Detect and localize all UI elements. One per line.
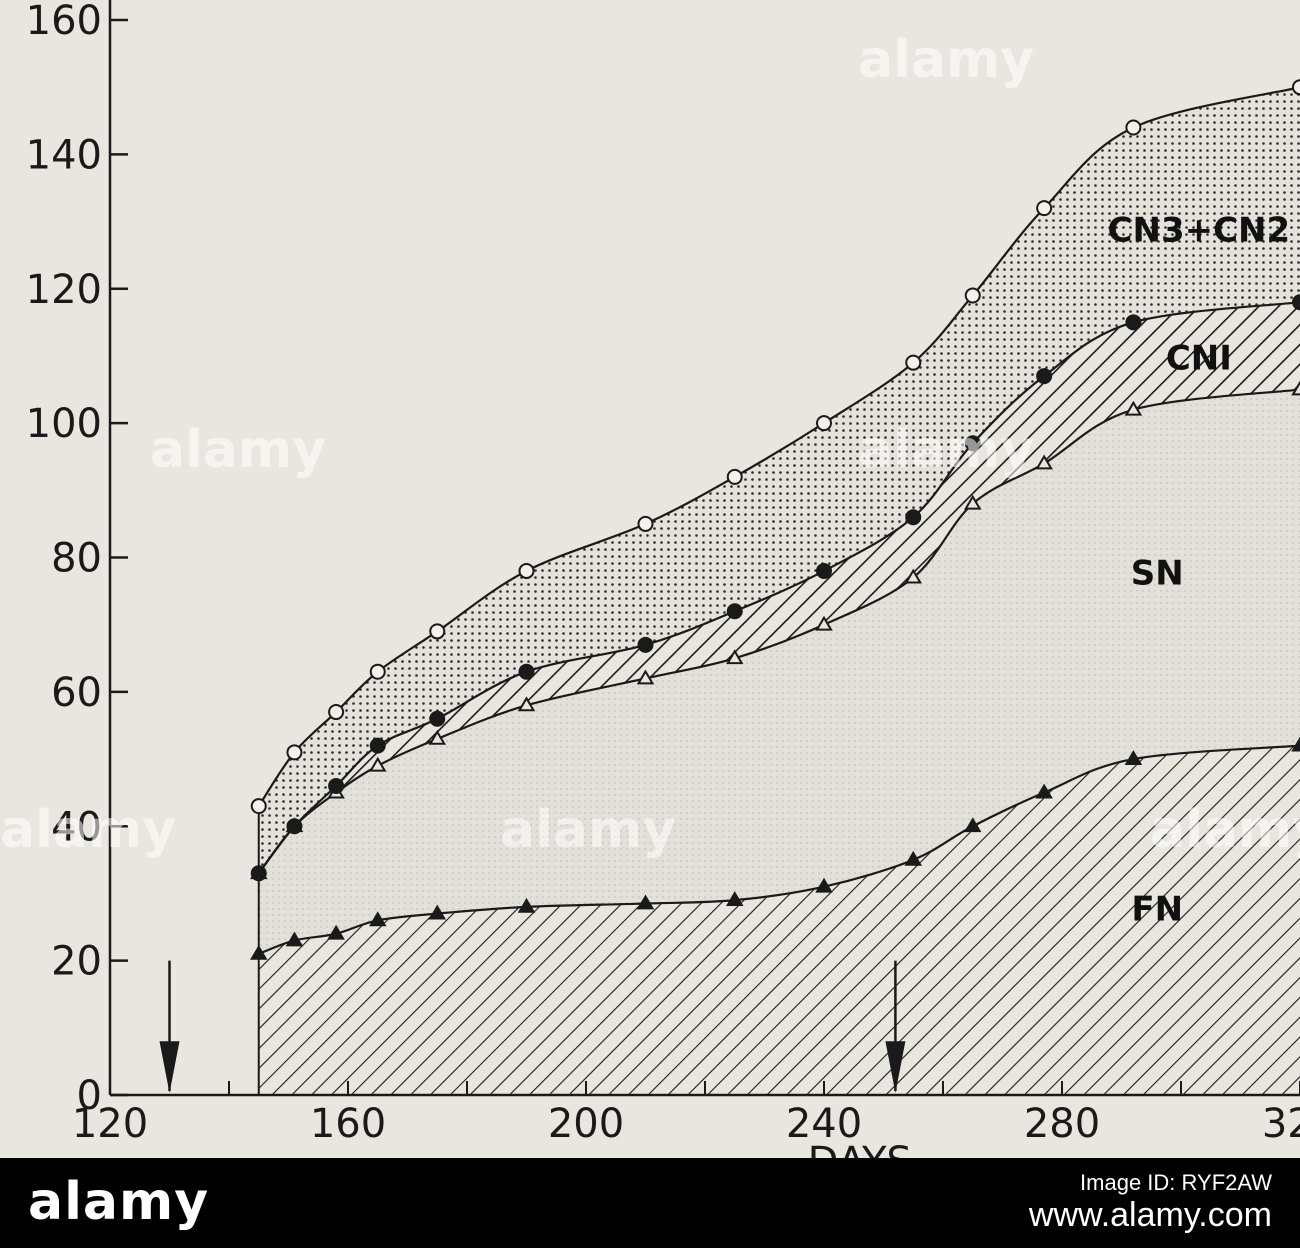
data-point [1124,750,1143,765]
data-point [517,696,536,712]
data-point [250,798,267,815]
data-point [1125,314,1142,331]
data-point [286,744,303,761]
region-label: SN [1131,553,1184,593]
watermark-logo: alamy [28,1172,209,1232]
x-tick-label: 160 [310,1101,386,1147]
data-point [637,515,654,532]
fn-area [258,745,1300,1095]
data-point [428,729,446,745]
x-tick-label: 280 [1024,1101,1100,1147]
data-point [964,817,982,833]
y-tick-label: 160 [26,0,102,44]
region-labels: CN3+CN2 CNI SN FN [1108,211,1291,930]
data-point [905,509,922,526]
data-point [429,623,446,640]
y-tick-label: 20 [51,939,102,985]
y-tick-label: 120 [26,267,102,313]
data-point [636,669,655,685]
data-point [369,663,386,680]
watermark-band: alamy Image ID: RYF2AW www.alamy.com [0,1158,1300,1248]
data-point [816,562,832,579]
data-point [1035,454,1053,470]
data-point [815,615,833,631]
data-point [964,287,981,304]
image-id-label: Image ID: RYF2AW [1080,1170,1272,1195]
tick-labels: 0 20 40 60 80 100 120 140 160 120 160 200 240 280 320 D… [26,0,1300,1158]
cn1-area [258,302,1300,874]
cn23-area [258,87,1300,874]
data-point [250,865,267,882]
x-tick-label: 200 [548,1101,624,1147]
chart-area: 0 20 40 60 80 100 120 140 160 120 160 200 240 280 320 D… [0,0,1300,1158]
y-tick-label: 140 [26,132,102,178]
series-markers [250,79,1300,960]
watermark-info: Image ID: RYF2AW www.alamy.com [1029,1170,1272,1235]
data-point [328,704,345,721]
y-tick-label: 40 [51,804,102,850]
y-tick-label: 80 [51,536,102,582]
data-point [518,663,535,680]
data-point [1124,400,1143,416]
sn-area [258,389,1300,954]
data-point [285,931,304,947]
arrow-head [159,1041,180,1093]
data-point [964,435,981,452]
data-point [1292,294,1300,311]
data-point [1291,380,1300,396]
series-line-0 [258,744,1300,955]
data-point [904,850,922,866]
x-tick-label: 120 [72,1101,148,1147]
data-point [637,636,654,653]
data-point [816,415,832,432]
data-point [726,649,744,665]
region-label: CNI [1166,338,1232,378]
area-fills [258,87,1300,1095]
region-label: CN3+CN2 [1108,211,1291,251]
data-point [636,894,655,910]
data-point [1292,79,1300,96]
data-point [369,911,387,927]
data-point [726,603,743,620]
y-tick-label: 100 [26,401,102,447]
data-point [369,737,386,754]
data-point [428,904,446,920]
data-point [327,924,345,940]
region-label: FN [1131,889,1183,929]
data-point [250,944,268,960]
data-point [369,756,387,772]
data-point [726,891,744,907]
data-point [1125,119,1142,136]
data-point [328,777,345,794]
axes [108,0,1300,1097]
x-tick-label: 320 [1262,1101,1300,1147]
data-point [517,897,536,913]
data-point [1291,736,1300,752]
chart-svg: 0 20 40 60 80 100 120 140 160 120 160 200 240 280 320 D… [26,0,1300,1158]
watermark-logo-text: alamy [28,1172,210,1232]
site-label: www.alamy.com [1028,1196,1272,1234]
data-point [904,568,922,584]
data-point [815,877,833,893]
data-point [1036,200,1053,217]
x-tick-label: 240 [786,1101,862,1147]
x-axis-label: DAYS [808,1139,912,1158]
data-point [286,818,303,835]
data-point [1036,368,1053,385]
data-point [905,354,922,371]
data-point [429,710,446,727]
data-point [726,468,743,485]
arrow-head [885,1041,906,1093]
y-tick-label: 0 [77,1073,102,1119]
data-point [518,562,535,579]
y-tick-label: 60 [51,670,102,716]
data-point [1035,783,1053,799]
data-point [964,494,982,510]
